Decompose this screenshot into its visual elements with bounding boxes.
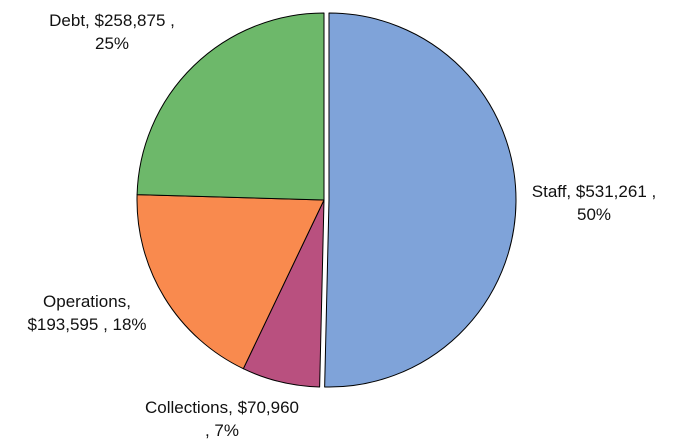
pie-slice-staff <box>324 12 517 388</box>
pie-slice-operations <box>136 194 325 370</box>
pie-label-line: $193,595 , 18% <box>27 315 146 334</box>
pie-labels: Staff, $531,261 , 50% Collections, $70,960… <box>27 11 656 440</box>
pie-label-line: Operations, <box>43 292 131 311</box>
pie-label-line: Debt, $258,875 , <box>49 11 175 30</box>
pie-label-line: Staff, $531,261 , <box>532 182 656 201</box>
pie-label-line: , 7% <box>205 421 239 440</box>
pie-label-line: 50% <box>577 205 611 224</box>
pie-label-line: Collections, $70,960 <box>145 398 299 417</box>
pie-slices <box>136 12 517 388</box>
pie-label-line: 25% <box>95 34 129 53</box>
pie-slice-debt <box>136 12 325 201</box>
pie-label-collections: Collections, $70,960 , 7% <box>145 398 299 440</box>
pie-label-operations: Operations, $193,595 , 18% <box>27 292 146 334</box>
pie-label-debt: Debt, $258,875 , 25% <box>49 11 175 53</box>
pie-label-staff: Staff, $531,261 , 50% <box>532 182 656 224</box>
